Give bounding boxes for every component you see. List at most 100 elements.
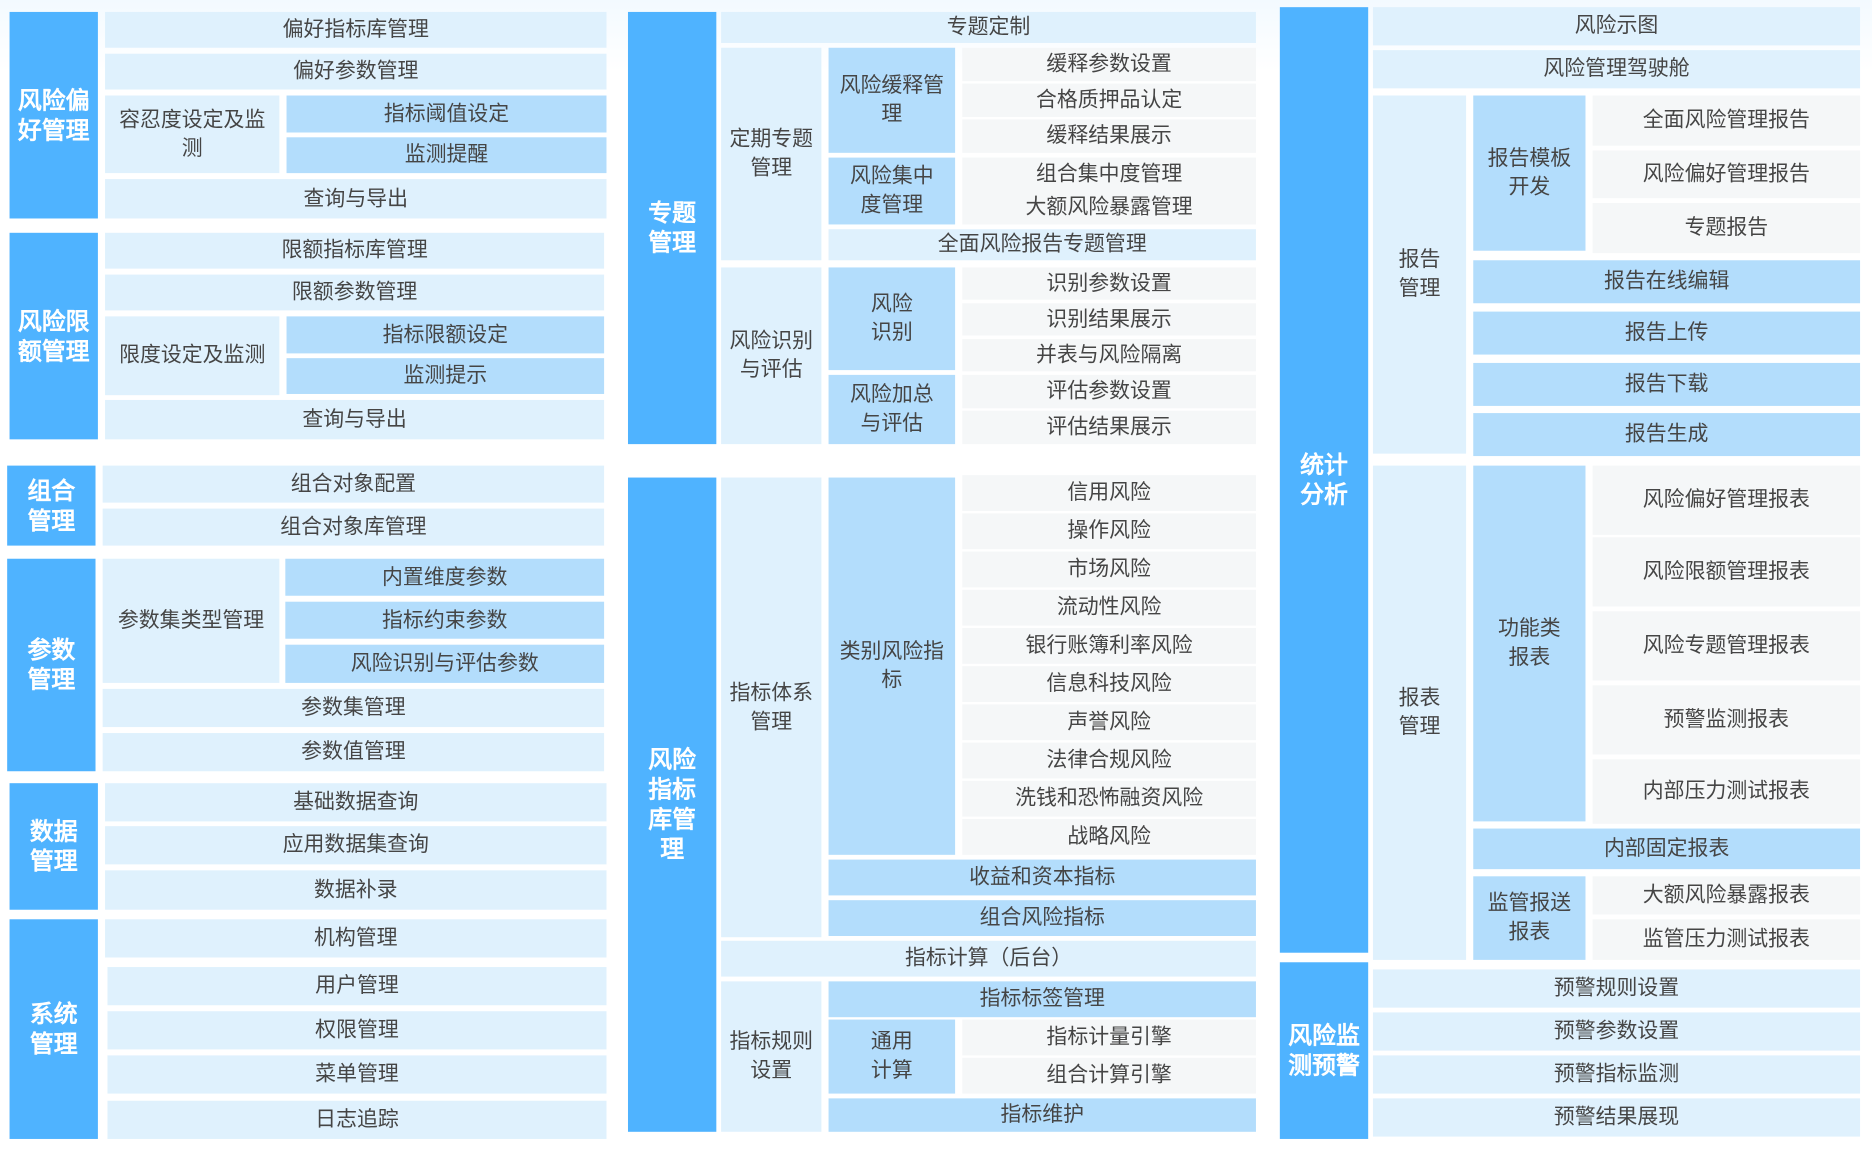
menu-item[interactable]: 内置维度参数 <box>285 558 605 596</box>
menu-item[interactable]: 指标约束参数 <box>285 601 605 639</box>
menu-item[interactable]: 风险加总与评估 <box>828 374 956 445</box>
menu-item[interactable]: 风险专题管理报表 <box>1592 611 1861 681</box>
menu-item[interactable]: 大额风险暴露报表 <box>1592 876 1861 915</box>
menu-item[interactable]: 报告模板开发 <box>1473 95 1586 251</box>
menu-item[interactable]: 信息科技风险 <box>962 666 1256 703</box>
menu-item[interactable]: 识别参数设置 <box>962 267 1256 300</box>
menu-item[interactable]: 机构管理 <box>105 919 607 958</box>
menu-item[interactable]: 风险集中度管理 <box>828 157 956 225</box>
module-header[interactable]: 风险监测预警 <box>1279 962 1369 1139</box>
menu-item[interactable]: 菜单管理 <box>107 1055 607 1094</box>
menu-item[interactable]: 全面风险报告专题管理 <box>828 229 1256 261</box>
menu-item[interactable]: 缓释结果展示 <box>962 119 1256 153</box>
menu-item[interactable]: 信用风险 <box>962 475 1256 511</box>
module-header[interactable]: 风险限额管理 <box>9 232 98 440</box>
menu-item[interactable]: 限额指标库管理 <box>105 232 605 269</box>
menu-item[interactable]: 市场风险 <box>962 551 1256 588</box>
menu-item[interactable]: 收益和资本指标 <box>828 859 1256 896</box>
menu-item[interactable]: 专题报告 <box>1592 202 1861 254</box>
menu-item[interactable]: 缓释参数设置 <box>962 47 1256 82</box>
menu-item[interactable]: 数据补录 <box>105 870 607 910</box>
menu-item[interactable]: 风险管理驾驶舱 <box>1372 50 1861 89</box>
menu-item[interactable]: 参数集类型管理 <box>102 558 280 683</box>
module-header[interactable]: 统计分析 <box>1279 7 1369 953</box>
menu-item[interactable]: 并表与风险隔离 <box>962 339 1256 372</box>
menu-item[interactable]: 权限管理 <box>107 1011 607 1050</box>
module-header[interactable]: 参数管理 <box>7 558 96 772</box>
menu-item[interactable]: 报告上传 <box>1473 311 1861 355</box>
menu-item[interactable]: 限度设定及监测 <box>105 316 280 396</box>
menu-item[interactable]: 组合风险指标 <box>828 900 1256 937</box>
menu-item[interactable]: 指标规则设置 <box>721 981 822 1132</box>
menu-item[interactable]: 报告在线编辑 <box>1473 260 1861 304</box>
menu-item[interactable]: 指标限额设定 <box>286 316 605 354</box>
menu-item[interactable]: 操作风险 <box>962 513 1256 550</box>
menu-item[interactable]: 洗钱和恐怖融资风险 <box>962 780 1256 817</box>
menu-item[interactable]: 风险识别与评估参数 <box>285 644 605 683</box>
menu-item[interactable]: 查询与导出 <box>105 399 605 440</box>
menu-item[interactable]: 定期专题管理 <box>721 47 822 261</box>
module-header[interactable]: 数据管理 <box>9 783 98 910</box>
module-header[interactable]: 风险指标库管理 <box>627 477 717 1132</box>
menu-item[interactable]: 风险缓释管理 <box>828 47 956 153</box>
module-header[interactable]: 风险偏好管理 <box>9 11 98 219</box>
menu-item[interactable]: 组合集中度管理 <box>962 157 1256 192</box>
menu-item[interactable]: 合格质押品认定 <box>962 83 1256 118</box>
menu-item[interactable]: 风险识别 <box>828 267 956 371</box>
menu-item[interactable]: 内部固定报表 <box>1473 828 1861 870</box>
menu-item[interactable]: 识别结果展示 <box>962 303 1256 336</box>
menu-item[interactable]: 指标阈值设定 <box>286 95 607 133</box>
menu-item[interactable]: 评估结果展示 <box>962 410 1256 445</box>
menu-item[interactable]: 报表管理 <box>1372 465 1467 960</box>
menu-item[interactable]: 声誉风险 <box>962 704 1256 741</box>
menu-item[interactable]: 类别风险指标 <box>828 477 956 855</box>
menu-item[interactable]: 预警参数设置 <box>1372 1012 1861 1051</box>
menu-item[interactable]: 指标计量引擎 <box>962 1019 1256 1056</box>
menu-item[interactable]: 指标标签管理 <box>828 981 1256 1018</box>
menu-item[interactable]: 预警规则设置 <box>1372 969 1861 1008</box>
menu-item[interactable]: 指标体系管理 <box>721 477 822 938</box>
menu-item[interactable]: 专题定制 <box>721 11 1256 43</box>
menu-item[interactable]: 监测提醒 <box>286 137 607 174</box>
menu-item[interactable]: 风险偏好管理报表 <box>1592 465 1861 535</box>
menu-item[interactable]: 日志追踪 <box>107 1100 607 1139</box>
menu-item[interactable]: 应用数据集查询 <box>105 826 607 865</box>
menu-item[interactable]: 流动性风险 <box>962 589 1256 626</box>
menu-item[interactable]: 监管报送报表 <box>1473 876 1586 960</box>
menu-item[interactable]: 监管压力测试报表 <box>1592 919 1861 960</box>
menu-item[interactable]: 组合对象配置 <box>102 465 605 503</box>
menu-item[interactable]: 用户管理 <box>107 967 607 1006</box>
module-header[interactable]: 系统管理 <box>9 919 98 1139</box>
menu-item[interactable]: 预警指标监测 <box>1372 1055 1861 1094</box>
menu-item[interactable]: 容忍度设定及监测 <box>105 95 280 174</box>
menu-item[interactable]: 风险识别与评估 <box>721 267 822 445</box>
menu-item[interactable]: 参数值管理 <box>102 733 605 772</box>
menu-item[interactable]: 报告下载 <box>1473 362 1861 406</box>
menu-item[interactable]: 银行账簿利率风险 <box>962 627 1256 664</box>
module-header[interactable]: 组合管理 <box>7 465 96 546</box>
menu-item[interactable]: 评估参数设置 <box>962 374 1256 409</box>
menu-item[interactable]: 风险示图 <box>1372 7 1861 46</box>
menu-item[interactable]: 指标维护 <box>828 1098 1256 1132</box>
menu-item[interactable]: 预警监测报表 <box>1592 685 1861 755</box>
menu-item[interactable]: 组合计算引擎 <box>962 1057 1256 1094</box>
menu-item[interactable]: 偏好参数管理 <box>105 53 607 90</box>
menu-item[interactable]: 监测提示 <box>286 358 605 394</box>
menu-item[interactable]: 偏好指标库管理 <box>105 11 607 48</box>
menu-item[interactable]: 风险偏好管理报告 <box>1592 150 1861 199</box>
menu-item[interactable]: 全面风险管理报告 <box>1592 95 1861 146</box>
menu-item[interactable]: 内部压力测试报表 <box>1592 759 1861 824</box>
menu-item[interactable]: 法律合规风险 <box>962 742 1256 779</box>
menu-item[interactable]: 战略风险 <box>962 819 1256 855</box>
menu-item[interactable]: 查询与导出 <box>105 179 607 219</box>
menu-item[interactable]: 参数集管理 <box>102 688 605 728</box>
module-header[interactable]: 专题管理 <box>627 11 717 445</box>
menu-item[interactable]: 组合对象库管理 <box>102 508 605 546</box>
menu-item[interactable]: 功能类报表 <box>1473 465 1586 822</box>
menu-item[interactable]: 风险限额管理报表 <box>1592 537 1861 607</box>
menu-item[interactable]: 通用计算 <box>828 1019 956 1094</box>
menu-item[interactable]: 报告生成 <box>1473 413 1861 457</box>
menu-item[interactable]: 预警结果展现 <box>1372 1098 1861 1137</box>
menu-item[interactable]: 报告管理 <box>1372 95 1467 454</box>
menu-item[interactable]: 限额参数管理 <box>105 274 605 311</box>
